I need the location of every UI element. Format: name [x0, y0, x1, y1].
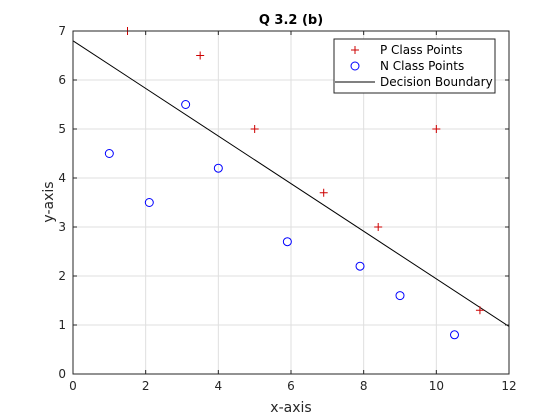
y-tick-label: 0 — [58, 367, 66, 381]
y-tick-label: 3 — [58, 220, 66, 234]
x-tick-label: 0 — [69, 379, 77, 393]
y-axis-label: y-axis — [41, 181, 57, 222]
legend-label: Decision Boundary — [380, 75, 493, 89]
legend: P Class Points N Class Points Decision Bou… — [334, 39, 495, 93]
x-tick-label: 10 — [429, 379, 444, 393]
x-tick-label: 8 — [360, 379, 368, 393]
x-tick-label: 4 — [215, 379, 223, 393]
y-tick-label: 1 — [58, 318, 66, 332]
x-axis-label: x-axis — [270, 400, 311, 416]
y-tick-label: 7 — [58, 24, 66, 38]
x-tick-label: 2 — [142, 379, 150, 393]
y-tick-label: 2 — [58, 269, 66, 283]
y-tick-label: 5 — [58, 122, 66, 136]
legend-label: P Class Points — [380, 43, 462, 57]
y-tick-label: 6 — [58, 73, 66, 87]
x-tick-label: 12 — [501, 379, 516, 393]
legend-label: N Class Points — [380, 59, 464, 73]
x-tick-label: 6 — [287, 379, 295, 393]
y-tick-label: 4 — [58, 171, 66, 185]
chart-title: Q 3.2 (b) — [259, 13, 323, 28]
